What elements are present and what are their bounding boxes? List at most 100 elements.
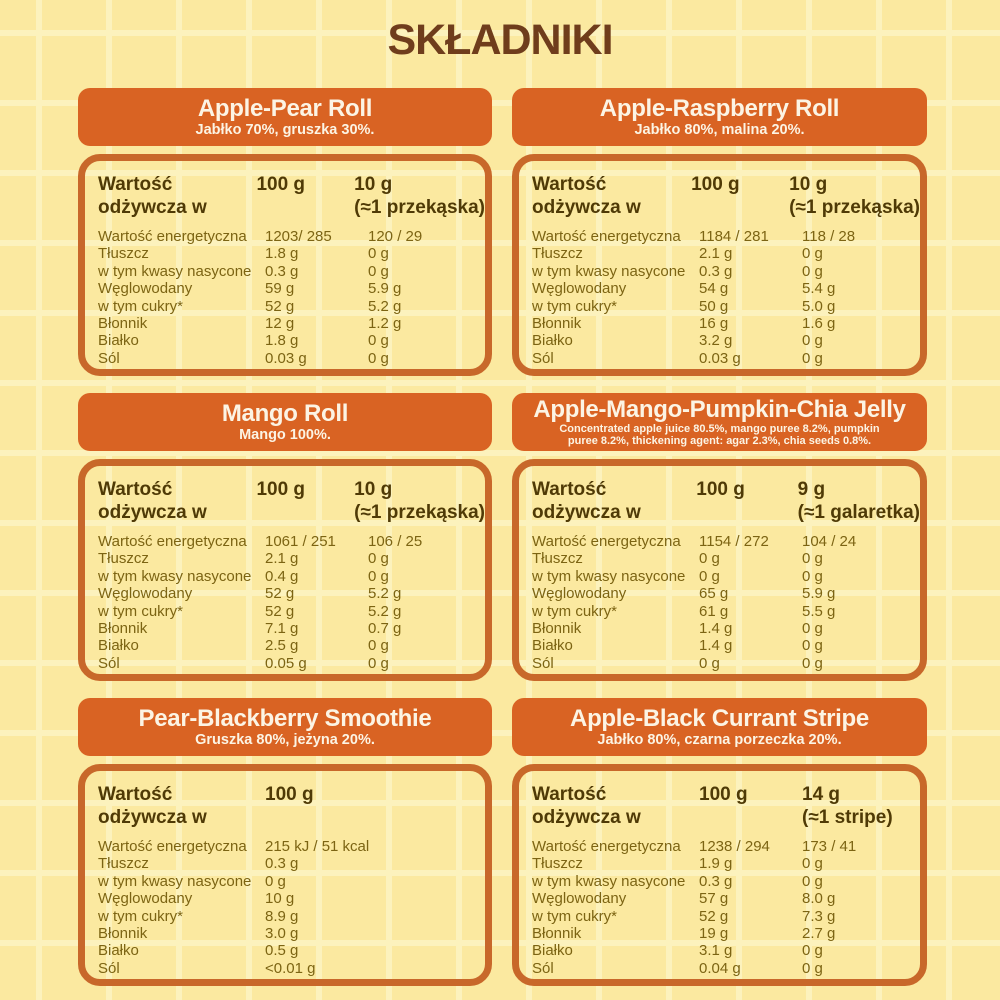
nutrition-row: Tłuszcz 0 g 0 g xyxy=(532,550,920,567)
column-100g: 100 g xyxy=(256,479,306,500)
row-label: Białko xyxy=(98,942,139,960)
value-portion: 0 g xyxy=(802,942,823,960)
product-header: Apple-Pear Roll Jabłko 70%, gruszka 30%. xyxy=(78,88,492,146)
nutrition-row: Białko 2.5 g 0 g xyxy=(98,637,485,654)
nutrition-row: Białko 3.1 g 0 g xyxy=(532,942,920,959)
value-100g: 61 g xyxy=(699,602,729,620)
row-label: Tłuszcz xyxy=(98,855,149,873)
product-header: Apple-Black Currant Stripe Jabłko 80%, c… xyxy=(512,698,927,756)
column-portion: 14 g (≈1 stripe) xyxy=(802,783,920,833)
value-100g: 7.1 g xyxy=(265,620,299,638)
row-label: w tym cukry* xyxy=(98,297,184,315)
nutrition-table: Wartość odżywcza w 100 g 10 g (≈1 przeką… xyxy=(78,154,492,376)
nutrition-row: Tłuszcz 2.1 g 0 g xyxy=(98,550,485,567)
value-100g: 52 g xyxy=(265,602,295,620)
nutrition-table-header: Wartość odżywcza w 100 g 14 g (≈1 stripe… xyxy=(532,783,920,833)
value-100g: 3.2 g xyxy=(699,332,733,350)
row-label: Białko xyxy=(532,637,573,655)
page-title: SKŁADNIKI xyxy=(387,16,613,64)
value-100g: 54 g xyxy=(699,280,729,298)
row-label: Błonnik xyxy=(98,620,148,638)
nutrition-row: Tłuszcz 2.1 g 0 g xyxy=(532,245,920,262)
value-portion: 0 g xyxy=(802,332,823,350)
value-portion: 0 g xyxy=(368,245,389,263)
value-100g: 1.4 g xyxy=(699,637,733,655)
portion-note: (≈1 stripe) xyxy=(802,807,893,828)
value-100g: 0.3 g xyxy=(265,262,299,280)
value-100g: 0 g xyxy=(265,872,286,890)
nutrition-table: Wartość odżywcza w 100 g 14 g (≈1 stripe… xyxy=(512,764,927,986)
nutrition-header-label: Wartość odżywcza w xyxy=(98,784,207,828)
card-pear-blackberry-smoothie: Pear-Blackberry Smoothie Gruszka 80%, je… xyxy=(78,698,492,986)
nutrition-table-header: Wartość odżywcza w 100 g 10 g (≈1 przeką… xyxy=(98,173,485,223)
row-label: Tłuszcz xyxy=(98,550,149,568)
column-portion: 10 g (≈1 przekąska) xyxy=(789,173,920,223)
nutrition-table-header: Wartość odżywcza w 100 g 9 g (≈1 galaret… xyxy=(532,478,920,528)
value-portion: 5.0 g xyxy=(802,297,836,315)
nutrition-row: Wartość energetyczna 1061 / 251 106 / 25 xyxy=(98,533,485,550)
value-100g: 0.3 g xyxy=(265,855,299,873)
row-label: Tłuszcz xyxy=(98,245,149,263)
nutrition-table: Wartość odżywcza w 100 g Wartość energet… xyxy=(78,764,492,986)
value-portion: 173 / 41 xyxy=(802,838,857,855)
row-label: Sól xyxy=(98,654,120,672)
row-label: Sól xyxy=(532,349,554,367)
portion-size: 14 g xyxy=(802,784,841,805)
nutrition-header-label: Wartość odżywcza w xyxy=(532,174,641,218)
value-100g: 0.4 g xyxy=(265,567,299,585)
value-100g: 1203/ 285 xyxy=(265,228,332,245)
value-portion: 0 g xyxy=(802,637,823,655)
row-label: Sól xyxy=(532,654,554,672)
nutrition-row: Węglowodany 65 g 5.9 g xyxy=(532,585,920,602)
row-label: w tym kwasy nasycone xyxy=(532,567,686,585)
value-100g: 0.03 g xyxy=(699,349,741,367)
column-portion: 10 g (≈1 przekąska) xyxy=(354,478,485,528)
product-header: Apple-Mango-Pumpkin-Chia Jelly Concentra… xyxy=(512,393,927,451)
row-label: Wartość energetyczna xyxy=(98,228,247,245)
value-100g: 16 g xyxy=(699,315,729,333)
value-portion: 5.2 g xyxy=(368,297,402,315)
value-portion: 104 / 24 xyxy=(802,533,857,550)
product-ingredients: Jabłko 80%, malina 20%. xyxy=(634,122,805,138)
value-portion: 106 / 25 xyxy=(368,533,423,550)
product-header: Pear-Blackberry Smoothie Gruszka 80%, je… xyxy=(78,698,492,756)
row-label: w tym cukry* xyxy=(532,602,618,620)
nutrition-table-header: Wartość odżywcza w 100 g xyxy=(98,783,485,833)
card-apple-raspberry-roll: Apple-Raspberry Roll Jabłko 80%, malina … xyxy=(512,88,927,376)
value-100g: 2.1 g xyxy=(265,550,299,568)
value-portion: 0 g xyxy=(368,332,389,350)
product-ingredients: Mango 100%. xyxy=(239,427,331,443)
product-ingredients: Gruszka 80%, jeżyna 20%. xyxy=(195,732,375,748)
row-label: Węglowodany xyxy=(98,585,193,603)
value-portion: 5.5 g xyxy=(802,602,836,620)
nutrition-row: Błonnik 3.0 g xyxy=(98,925,485,942)
value-portion: 0 g xyxy=(368,349,389,367)
row-label: Sól xyxy=(98,349,120,367)
value-portion: 0 g xyxy=(368,637,389,655)
nutrition-row: Białko 1.8 g 0 g xyxy=(98,332,485,349)
nutrition-table: Wartość odżywcza w 100 g 10 g (≈1 przeką… xyxy=(512,154,927,376)
column-100g: 100 g xyxy=(699,784,748,805)
value-portion: 1.2 g xyxy=(368,315,402,333)
nutrition-row: Sól <0.01 g xyxy=(98,960,485,977)
value-100g: 0.5 g xyxy=(265,942,299,960)
column-portion: 10 g (≈1 przekąska) xyxy=(354,173,485,223)
value-portion: 5.9 g xyxy=(368,280,402,298)
row-label: w tym cukry* xyxy=(532,297,618,315)
product-ingredients: Jabłko 80%, czarna porzeczka 20%. xyxy=(597,732,842,748)
value-portion: 8.0 g xyxy=(802,890,836,908)
card-apple-black-currant-stripe: Apple-Black Currant Stripe Jabłko 80%, c… xyxy=(512,698,927,986)
value-portion: 5.2 g xyxy=(368,585,402,603)
row-label: Tłuszcz xyxy=(532,855,583,873)
nutrition-row: w tym cukry* 8.9 g xyxy=(98,908,485,925)
value-100g: 0.3 g xyxy=(699,262,733,280)
value-portion: 5.9 g xyxy=(802,585,836,603)
value-100g: 10 g xyxy=(265,890,295,908)
nutrition-row: Sól 0.03 g 0 g xyxy=(98,350,485,367)
nutrition-row: w tym kwasy nasycone 0 g 0 g xyxy=(532,568,920,585)
row-label: Białko xyxy=(532,332,573,350)
row-label: w tym cukry* xyxy=(98,907,184,925)
portion-note: (≈1 galaretka) xyxy=(797,502,920,523)
row-label: Białko xyxy=(532,942,573,960)
value-portion: 0 g xyxy=(802,855,823,873)
